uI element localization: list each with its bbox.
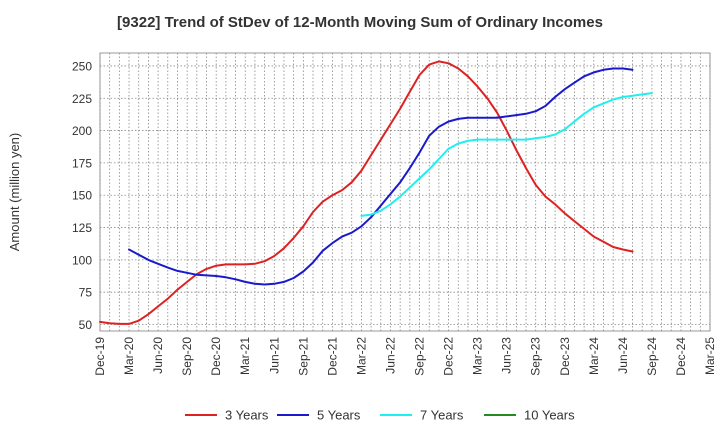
y-tick-label-225: 225 <box>72 92 92 106</box>
x-tick-label-Jun-20: Jun-20 <box>151 337 165 374</box>
x-tick-label-Mar-21: Mar-21 <box>238 337 252 375</box>
x-tick-label-Mar-24: Mar-24 <box>587 337 601 375</box>
legend-label-7-years: 7 Years <box>420 408 464 423</box>
x-tick-label-Sep-20: Sep-20 <box>180 337 194 376</box>
y-tick-label-50: 50 <box>79 318 93 332</box>
chart-title: [9322] Trend of StDev of 12-Month Moving… <box>117 14 603 31</box>
y-tick-label-100: 100 <box>72 253 92 267</box>
x-tick-label-Dec-22: Dec-22 <box>442 337 456 376</box>
y-tick-label-200: 200 <box>72 124 92 138</box>
x-tick-label-Sep-22: Sep-22 <box>413 337 427 376</box>
x-tick-label-Dec-21: Dec-21 <box>325 337 339 376</box>
x-tick-label-Dec-20: Dec-20 <box>209 337 223 376</box>
series-line-7-years <box>360 92 653 217</box>
x-tick-label-Jun-22: Jun-22 <box>383 337 397 374</box>
y-tick-label-175: 175 <box>72 156 92 170</box>
legend-label-5-years: 5 Years <box>317 408 361 423</box>
x-tick-label-Jun-24: Jun-24 <box>616 337 630 374</box>
series-line-3-years <box>99 60 634 325</box>
x-tick-label-Dec-24: Dec-24 <box>674 337 688 376</box>
x-tick-label-Sep-24: Sep-24 <box>645 337 659 376</box>
series-line-5-years <box>128 67 634 286</box>
x-tick-label-Dec-23: Dec-23 <box>558 337 572 376</box>
legend-label-3-years: 3 Years <box>225 408 269 423</box>
x-tick-label-Mar-25: Mar-25 <box>703 337 717 375</box>
legend-label-10-years: 10 Years <box>524 408 575 423</box>
y-tick-label-125: 125 <box>72 221 92 235</box>
x-tick-label-Mar-22: Mar-22 <box>354 337 368 375</box>
x-tick-label-Mar-20: Mar-20 <box>122 337 136 375</box>
y-tick-label-75: 75 <box>79 286 93 300</box>
x-tick-label-Dec-19: Dec-19 <box>93 337 107 376</box>
y-axis-label: Amount (million yen) <box>7 133 22 252</box>
y-tick-label-250: 250 <box>72 59 92 73</box>
x-tick-label-Sep-23: Sep-23 <box>529 337 543 376</box>
x-tick-label-Sep-21: Sep-21 <box>296 337 310 376</box>
x-tick-label-Mar-23: Mar-23 <box>471 337 485 375</box>
y-tick-label-150: 150 <box>72 189 92 203</box>
x-tick-label-Jun-21: Jun-21 <box>267 337 281 374</box>
x-tick-label-Jun-23: Jun-23 <box>500 337 514 374</box>
